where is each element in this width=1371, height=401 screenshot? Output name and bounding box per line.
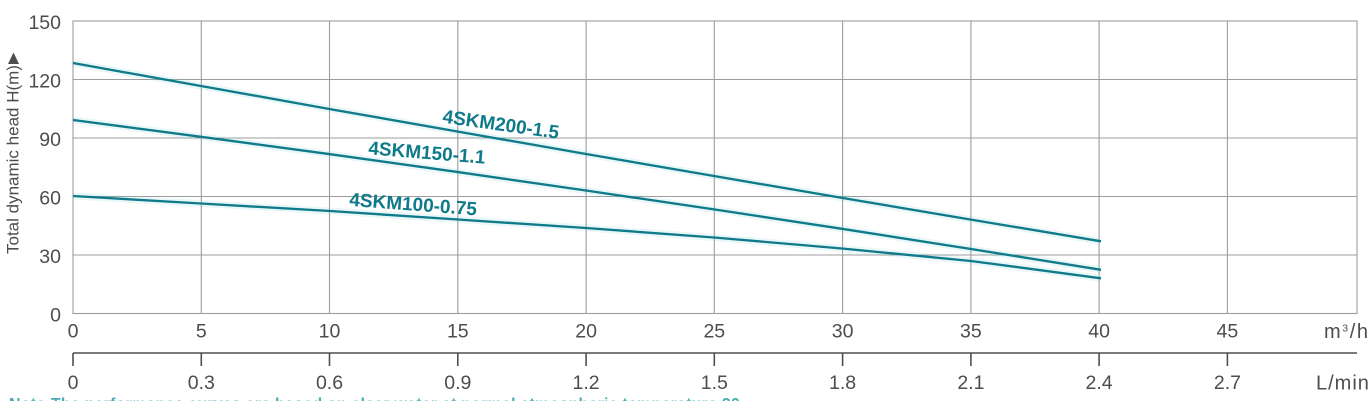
svg-text:1.2: 1.2 xyxy=(573,372,600,394)
svg-text:5: 5 xyxy=(196,321,207,343)
svg-text:0: 0 xyxy=(50,305,61,327)
svg-text:30: 30 xyxy=(832,321,854,343)
svg-text:40: 40 xyxy=(1088,321,1110,343)
svg-text:0.6: 0.6 xyxy=(316,372,343,394)
svg-text:35: 35 xyxy=(960,321,982,343)
svg-text:Total dynamic head H(m): Total dynamic head H(m) xyxy=(4,65,23,254)
svg-text:120: 120 xyxy=(28,71,61,93)
svg-text:25: 25 xyxy=(703,321,725,343)
svg-text:150: 150 xyxy=(28,12,61,34)
svg-text:20: 20 xyxy=(575,321,597,343)
svg-text:L/min: L/min xyxy=(1316,373,1370,395)
svg-text:0: 0 xyxy=(68,321,79,343)
svg-text:30: 30 xyxy=(39,246,61,268)
svg-text:0: 0 xyxy=(68,372,79,394)
svg-text:0.9: 0.9 xyxy=(444,372,471,394)
svg-text:2.1: 2.1 xyxy=(957,372,984,394)
svg-text:m3/h: m3/h xyxy=(1324,321,1370,343)
svg-text:1.8: 1.8 xyxy=(829,372,856,394)
svg-text:45: 45 xyxy=(1217,321,1239,343)
svg-text:2.7: 2.7 xyxy=(1214,372,1241,394)
svg-text:0.3: 0.3 xyxy=(188,372,215,394)
svg-text:10: 10 xyxy=(319,321,341,343)
svg-text:60: 60 xyxy=(39,188,61,210)
svg-text:90: 90 xyxy=(39,129,61,151)
svg-text:1.5: 1.5 xyxy=(701,372,728,394)
svg-text:2.4: 2.4 xyxy=(1086,372,1113,394)
svg-text:15: 15 xyxy=(447,321,469,343)
